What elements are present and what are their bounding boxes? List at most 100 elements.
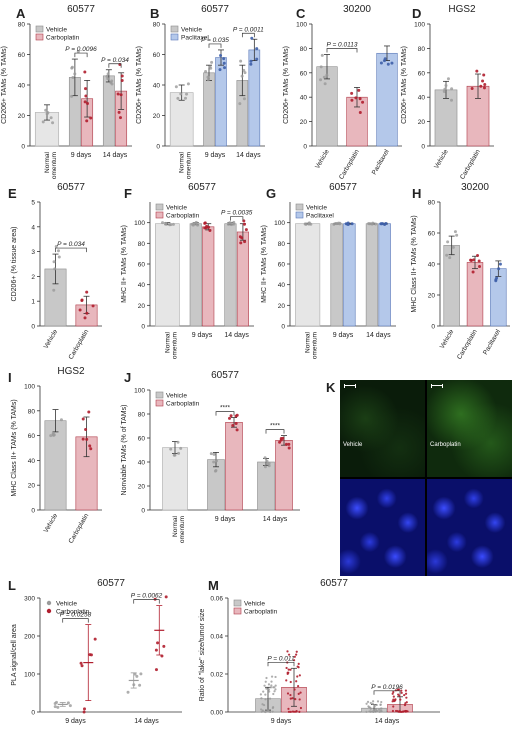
data-point xyxy=(289,668,292,671)
legend-entry: Carboplatin xyxy=(244,609,278,616)
data-point xyxy=(292,659,296,662)
data-point xyxy=(80,298,84,302)
data-point xyxy=(285,679,288,682)
y-axis-label: CD206+ TAMs (% TAMs) xyxy=(283,46,290,124)
data-point xyxy=(372,710,375,713)
data-point xyxy=(52,260,56,264)
bar xyxy=(257,461,275,511)
bar xyxy=(203,72,215,147)
data-point xyxy=(263,684,266,687)
y-tick-label: 0.02 xyxy=(210,672,223,679)
legend-entry: Vehicle xyxy=(244,601,265,608)
data-point xyxy=(53,705,57,709)
y-tick-label: 40 xyxy=(18,83,26,90)
data-point xyxy=(106,72,110,76)
y-tick-label: 40 xyxy=(418,95,426,102)
data-point xyxy=(208,228,212,232)
data-point xyxy=(184,96,188,100)
bar xyxy=(225,422,243,511)
data-point xyxy=(371,700,375,703)
y-tick-label: 40 xyxy=(138,460,146,467)
data-point xyxy=(222,57,226,61)
data-point xyxy=(164,595,168,599)
legend-swatch xyxy=(155,211,164,219)
data-point xyxy=(153,597,157,601)
data-point xyxy=(255,47,259,51)
data-point xyxy=(190,222,194,226)
x-tick-label: Paclitaxel xyxy=(482,328,502,356)
data-point xyxy=(293,688,296,691)
data-point xyxy=(51,121,55,125)
data-point xyxy=(118,116,122,120)
legend-entry: Vehicle xyxy=(166,393,187,400)
y-tick-label: 60 xyxy=(18,52,26,59)
data-point xyxy=(286,650,289,653)
data-point xyxy=(397,688,400,691)
chart-title: 30200 xyxy=(343,4,371,15)
data-point xyxy=(83,70,87,74)
significance-label: P = 0.0062 xyxy=(131,593,163,600)
legend-swatch xyxy=(233,599,242,607)
data-point xyxy=(209,66,213,70)
data-point xyxy=(81,437,85,441)
data-point xyxy=(212,452,216,456)
data-point xyxy=(243,240,247,244)
legend-entry: Vehicle xyxy=(181,27,202,34)
legend-entry: Paclitaxel xyxy=(181,35,209,42)
data-point xyxy=(320,53,324,57)
data-point xyxy=(244,228,248,232)
y-tick-label: 80 xyxy=(28,408,36,415)
data-point xyxy=(370,222,374,226)
data-point xyxy=(373,705,376,708)
y-tick-label: 100 xyxy=(296,22,307,29)
bar xyxy=(224,223,237,327)
micrograph-carbo-green: Carboplatin xyxy=(427,380,512,477)
chart-title: HGS2 xyxy=(448,4,476,15)
data-point xyxy=(267,464,271,468)
data-point xyxy=(242,68,246,72)
chart-panel-i: I HGS2 0 20 40 60 80 100 MHC Class II+ TAMs (% T… xyxy=(8,366,102,545)
data-point xyxy=(239,241,243,245)
legend-swatch xyxy=(233,607,242,615)
significance-label: **** xyxy=(270,423,281,430)
data-point xyxy=(52,433,56,437)
data-point xyxy=(265,687,268,690)
bar xyxy=(189,223,202,327)
data-point xyxy=(358,111,362,115)
legend-entry: Carboplatin xyxy=(46,35,80,42)
data-point xyxy=(350,222,354,226)
data-point xyxy=(234,421,238,425)
data-point xyxy=(265,676,268,680)
panel-letter: C xyxy=(296,6,306,21)
legend-entry: Carboplatin xyxy=(56,609,90,616)
x-tick-label: 14 days xyxy=(134,718,159,725)
data-point xyxy=(273,690,276,693)
data-point xyxy=(374,708,378,711)
data-point xyxy=(212,460,216,464)
bar xyxy=(490,268,507,327)
x-tick-label: Carboplatin xyxy=(68,328,91,361)
data-point xyxy=(291,697,294,700)
x-tick-label: Normalomentum xyxy=(164,331,178,359)
significance-bracket xyxy=(55,247,87,253)
data-point xyxy=(73,72,77,76)
data-point xyxy=(89,653,93,657)
data-point xyxy=(445,253,449,257)
y-tick-label: 300 xyxy=(24,596,35,603)
x-tick-label: Normalomentum xyxy=(305,331,319,359)
data-point xyxy=(380,700,383,704)
data-point xyxy=(453,230,457,234)
chart-panel-m: M 60577 0.00 0.02 0.04 0.06 Ratio of "lake" si… xyxy=(199,578,440,725)
legend-marker xyxy=(46,608,52,614)
data-point xyxy=(68,704,72,708)
data-point xyxy=(272,692,275,696)
data-point xyxy=(478,264,482,268)
data-point xyxy=(235,428,239,432)
data-point xyxy=(176,440,180,444)
x-tick-label: Normalomentum xyxy=(44,151,58,179)
data-point xyxy=(307,222,311,226)
data-point xyxy=(71,75,75,79)
data-point xyxy=(85,119,89,123)
data-point xyxy=(350,91,354,95)
